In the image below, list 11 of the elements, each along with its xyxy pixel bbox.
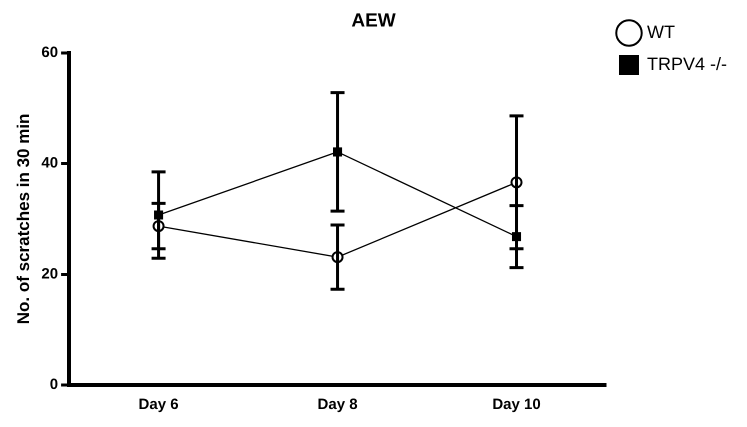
y-tick-label: 40 bbox=[41, 154, 58, 172]
y-tick-label: 0 bbox=[50, 376, 58, 394]
x-tick-label: Day 8 bbox=[318, 396, 358, 414]
legend-label: WT bbox=[646, 22, 675, 42]
y-tick-label: 20 bbox=[41, 265, 58, 282]
x-tick-label: Day 6 bbox=[138, 396, 179, 414]
x-tick-label: Day 10 bbox=[492, 396, 541, 414]
y-tick-label: 60 bbox=[41, 44, 58, 61]
legend-label: TRPV4 -/- bbox=[646, 54, 728, 74]
y-axis-title: No. of scratches in 30 min bbox=[14, 114, 33, 324]
chart-title: AEW bbox=[351, 10, 396, 32]
